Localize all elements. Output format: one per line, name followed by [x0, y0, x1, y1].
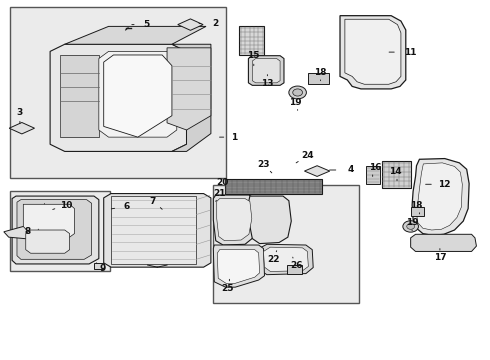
Bar [288, 265, 302, 274]
Polygon shape [104, 194, 211, 267]
Text: 9: 9 [99, 264, 106, 273]
Text: 8: 8 [24, 227, 30, 236]
Text: 17: 17 [434, 253, 446, 262]
Polygon shape [65, 26, 206, 44]
Polygon shape [304, 166, 330, 176]
Polygon shape [412, 158, 469, 235]
Text: 18: 18 [314, 68, 327, 77]
Polygon shape [167, 48, 211, 130]
Polygon shape [17, 200, 92, 259]
Polygon shape [217, 249, 260, 284]
Text: 20: 20 [216, 178, 228, 187]
Text: 5: 5 [143, 20, 149, 29]
Polygon shape [9, 122, 34, 134]
Polygon shape [411, 234, 476, 251]
Polygon shape [249, 196, 291, 244]
Text: 21: 21 [214, 189, 226, 198]
Text: 11: 11 [404, 48, 417, 57]
Polygon shape [264, 247, 308, 271]
Bar [366, 166, 380, 184]
Polygon shape [217, 199, 252, 241]
Polygon shape [172, 44, 211, 152]
Polygon shape [259, 244, 313, 275]
Circle shape [403, 221, 418, 232]
Polygon shape [213, 195, 257, 245]
Text: 10: 10 [60, 201, 73, 210]
Circle shape [293, 89, 302, 96]
Circle shape [407, 224, 415, 229]
Text: 3: 3 [17, 108, 23, 117]
Polygon shape [60, 55, 99, 137]
Polygon shape [26, 230, 70, 253]
Bar [239, 26, 265, 55]
Text: 18: 18 [410, 201, 423, 210]
Polygon shape [345, 19, 401, 84]
Polygon shape [50, 44, 187, 152]
Bar [94, 263, 104, 269]
Text: 13: 13 [261, 79, 273, 88]
Bar [10, 8, 225, 178]
Text: 22: 22 [267, 255, 279, 264]
Bar [382, 161, 411, 188]
Text: 1: 1 [231, 132, 238, 141]
Polygon shape [252, 59, 280, 83]
Text: 23: 23 [257, 161, 270, 170]
Polygon shape [99, 51, 177, 137]
Bar [10, 191, 110, 271]
Polygon shape [24, 204, 74, 237]
Text: 26: 26 [290, 261, 302, 270]
Bar [411, 207, 424, 216]
Polygon shape [104, 55, 172, 137]
Bar [213, 185, 360, 303]
Text: 16: 16 [369, 163, 382, 172]
Text: 24: 24 [301, 151, 314, 160]
Text: 2: 2 [213, 19, 219, 28]
Text: 15: 15 [247, 51, 260, 60]
Text: 25: 25 [221, 284, 234, 293]
Polygon shape [178, 19, 203, 30]
Polygon shape [111, 196, 196, 264]
Bar [224, 179, 322, 194]
Polygon shape [12, 196, 99, 264]
Text: 19: 19 [290, 98, 302, 107]
Polygon shape [4, 226, 36, 239]
Text: 7: 7 [149, 197, 156, 206]
Text: 6: 6 [124, 202, 130, 211]
Text: 12: 12 [439, 180, 451, 189]
Polygon shape [340, 16, 406, 89]
Polygon shape [248, 56, 284, 85]
Text: 19: 19 [406, 218, 418, 227]
Circle shape [289, 86, 306, 99]
Text: 14: 14 [389, 167, 401, 176]
Polygon shape [213, 245, 265, 287]
Bar [308, 73, 329, 84]
Polygon shape [416, 163, 462, 230]
Text: 4: 4 [348, 166, 354, 175]
